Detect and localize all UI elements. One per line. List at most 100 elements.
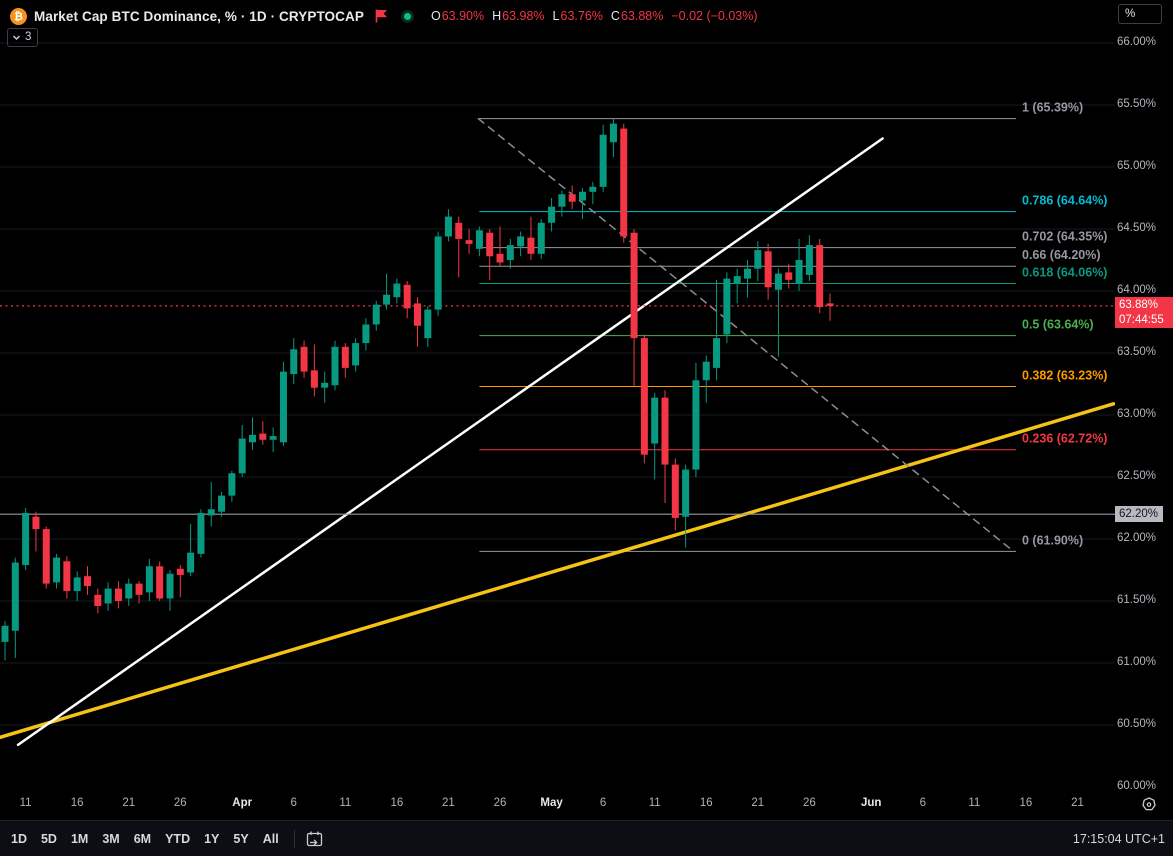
- candle: [125, 578, 133, 606]
- price-axis-label: 60.00%: [1117, 780, 1157, 792]
- symbol-legend: ₿ Market Cap BTC Dominance, % · 1D · CRY…: [10, 6, 758, 26]
- candle: [434, 231, 442, 316]
- candle: [166, 570, 174, 611]
- candle: [63, 556, 71, 599]
- price-unit-button[interactable]: %: [1118, 4, 1162, 24]
- candle: [496, 226, 504, 267]
- candle: [527, 216, 535, 260]
- candle: [341, 343, 349, 378]
- time-axis-label: 6: [290, 797, 297, 809]
- time-axis-label: 16: [390, 797, 404, 809]
- ohlc-readout: O 63.90% H 63.98% L 63.76% C 63.88% −0.02 (−…: [431, 9, 758, 23]
- fib-level-label: 0.236 (62.72%): [1022, 432, 1107, 446]
- candle: [218, 491, 226, 517]
- chevron-down-icon: [12, 33, 21, 42]
- candle: [816, 238, 824, 314]
- candle: [73, 571, 81, 601]
- yellow-support-trendline[interactable]: [0, 402, 1116, 740]
- time-axis-label: 26: [493, 797, 507, 809]
- range-button-5d[interactable]: 5D: [34, 827, 64, 851]
- range-button-6m[interactable]: 6M: [127, 827, 158, 851]
- candle: [321, 371, 329, 403]
- price-axis-label: 60.50%: [1117, 718, 1157, 730]
- candle: [640, 334, 648, 464]
- price-axis-label: 62.00%: [1117, 532, 1157, 544]
- candle: [11, 557, 19, 659]
- candle: [826, 293, 834, 321]
- range-button-all[interactable]: All: [256, 827, 286, 851]
- open-value: 63.90%: [441, 9, 485, 23]
- candle: [310, 344, 318, 397]
- white-ascending-trendline[interactable]: [16, 137, 884, 747]
- candle: [32, 511, 40, 552]
- time-axis-label: 16: [1019, 797, 1033, 809]
- candle: [207, 481, 215, 527]
- low-label: L: [552, 9, 560, 23]
- candle: [156, 561, 164, 601]
- symbol-title[interactable]: Market Cap BTC Dominance, % · 1D · CRYPT…: [34, 8, 364, 24]
- candle: [754, 241, 762, 282]
- range-button-3m[interactable]: 3M: [95, 827, 126, 851]
- price-axis-label: 61.00%: [1117, 656, 1157, 668]
- time-axis-label: 11: [339, 797, 352, 809]
- candle: [805, 235, 813, 282]
- time-axis-label: 16: [699, 797, 713, 809]
- fib-level-label: 0.702 (64.35%): [1022, 230, 1107, 244]
- price-axis-label: 63.50%: [1117, 346, 1157, 358]
- candle: [372, 300, 380, 331]
- candle: [506, 238, 514, 269]
- candle: [620, 123, 628, 243]
- candle: [187, 524, 195, 577]
- candle: [733, 268, 741, 304]
- candle: [393, 278, 401, 304]
- candle: [579, 188, 586, 220]
- price-axis-label: 61.50%: [1117, 594, 1157, 606]
- candle: [1, 620, 9, 661]
- time-axis-label: May: [540, 797, 563, 809]
- horizontal-line-price-badge: 62.20%: [1115, 506, 1163, 523]
- time-axis[interactable]: 11 16 21 26 Apr 6 11 16 21 26 May 6 11 16 21 26 Jun 6 11 16…: [0, 790, 1173, 820]
- range-button-ytd[interactable]: YTD: [158, 827, 197, 851]
- object-tree-toggle[interactable]: 3: [7, 28, 39, 47]
- calendar-go-to-date-icon[interactable]: [303, 828, 326, 851]
- candle: [661, 390, 669, 504]
- candle: [548, 198, 556, 232]
- close-label: C: [610, 9, 620, 23]
- candle: [589, 181, 597, 205]
- candle: [290, 338, 298, 384]
- candle: [599, 124, 607, 192]
- candle: [475, 226, 483, 257]
- candle: [104, 582, 112, 611]
- range-button-1m[interactable]: 1M: [64, 827, 95, 851]
- date-range-switcher: 1D 5D 1M 3M 6M YTD 1Y 5Y All: [4, 827, 286, 851]
- range-button-1y[interactable]: 1Y: [197, 827, 226, 851]
- time-axis-label: 11: [968, 797, 981, 809]
- candle: [713, 279, 721, 381]
- candle: [455, 216, 463, 278]
- dashed-descending-trendline[interactable]: [477, 117, 1015, 553]
- price-axis-label: 66.00%: [1117, 36, 1157, 48]
- candle: [53, 553, 61, 589]
- low-value: 63.76%: [560, 9, 603, 23]
- candle: [764, 243, 772, 300]
- range-button-1d[interactable]: 1D: [4, 827, 34, 851]
- candle: [517, 231, 525, 257]
- price-axis-label: 64.00%: [1117, 284, 1157, 296]
- candle: [630, 229, 638, 387]
- clock-timezone[interactable]: 17:15:04 UTC+1: [1072, 832, 1165, 846]
- time-axis-label: 26: [802, 797, 816, 809]
- price-axis-label: 62.50%: [1117, 470, 1157, 482]
- candle: [352, 338, 360, 372]
- candle: [465, 229, 473, 254]
- flag-icon[interactable]: [375, 9, 388, 23]
- range-button-5y[interactable]: 5Y: [226, 827, 255, 851]
- fib-level-label: 0.786 (64.64%): [1022, 194, 1107, 208]
- market-status-dot[interactable]: [400, 9, 414, 23]
- price-axis[interactable]: % 66.00% 65.50% 65.00% 64.50% 64.00% 63.50% 63…: [1115, 0, 1173, 792]
- time-axis-label: Jun: [861, 797, 882, 809]
- scales-settings-icon[interactable]: [1138, 794, 1160, 816]
- candle: [692, 362, 700, 477]
- candle: [84, 566, 91, 595]
